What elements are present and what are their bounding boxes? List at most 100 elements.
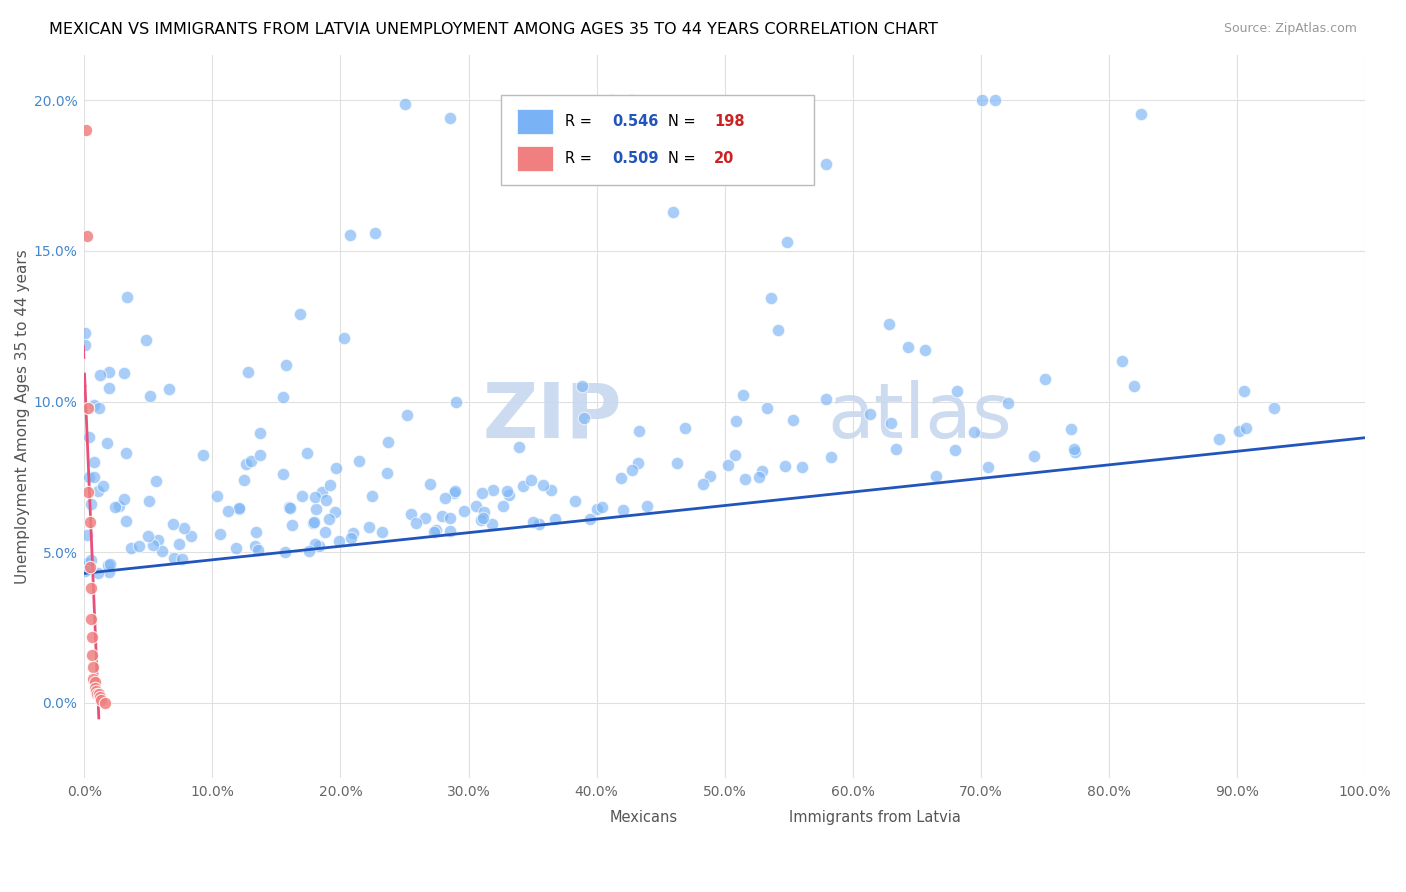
Point [98,365,121,379]
Point [945,384,967,398]
Point [914,343,936,358]
Point [87,483,110,498]
Point [357,519,380,533]
Point [83,674,105,689]
Point [339,227,361,242]
Point [83,681,105,695]
Point [172,552,194,566]
Point [776,235,799,249]
Point [305,501,328,516]
Text: R =: R = [565,151,596,166]
Point [80,497,103,511]
Point [734,472,756,486]
Point [112,366,135,380]
Point [419,477,441,491]
Point [492,499,515,513]
Point [423,524,446,539]
Point [481,517,503,532]
Point [984,93,1007,107]
Point [319,478,342,492]
Point [377,435,399,450]
Point [724,414,747,428]
Point [886,442,908,456]
Point [80,582,103,596]
Point [621,463,644,477]
Point [610,471,633,485]
Point [75,123,97,137]
Point [80,611,103,625]
Point [628,425,651,439]
Point [522,515,544,529]
Point [167,536,190,550]
Point [245,525,267,540]
Point [232,473,254,487]
Point [225,541,247,556]
Point [897,340,920,354]
Point [90,693,112,707]
Text: N =: N = [668,151,700,166]
Point [191,448,214,462]
Point [80,552,103,566]
Point [1227,425,1250,439]
Point [444,395,467,409]
Text: N =: N = [668,114,700,129]
Point [288,307,311,321]
Point [1234,421,1257,435]
Point [396,408,419,422]
Point [820,450,842,464]
Point [782,413,804,427]
Point [73,338,96,352]
Point [699,469,721,483]
Point [79,515,101,529]
Point [970,93,993,107]
Point [962,425,984,439]
Point [235,457,257,471]
Point [295,446,318,460]
Point [91,478,114,492]
Point [281,517,304,532]
Point [877,317,900,331]
Point [413,510,436,524]
Point [304,490,326,504]
Point [508,440,530,454]
Point [371,524,394,539]
Point [308,539,330,553]
Point [277,500,299,514]
Point [434,491,457,506]
Point [495,484,517,499]
Point [453,504,475,518]
Point [76,228,98,243]
Point [1233,384,1256,398]
Point [364,226,387,240]
Point [83,469,105,483]
Point [471,485,494,500]
Point [135,334,157,348]
Point [173,521,195,535]
Point [291,489,314,503]
Point [82,672,104,686]
Point [75,564,97,578]
Point [77,430,100,444]
Point [880,416,903,430]
Text: 0.546: 0.546 [612,114,658,129]
Point [599,93,621,107]
Point [394,97,416,112]
Point [205,489,228,503]
Point [323,506,346,520]
Point [692,476,714,491]
Point [246,543,269,558]
Point [529,516,551,531]
Point [86,687,108,701]
Point [150,543,173,558]
Point [97,558,120,573]
Point [162,517,184,532]
Point [142,538,165,552]
Text: MEXICAN VS IMMIGRANTS FROM LATVIA UNEMPLOYMENT AMONG AGES 35 TO 44 YEARS CORRELA: MEXICAN VS IMMIGRANTS FROM LATVIA UNEMPL… [49,22,938,37]
Point [240,454,263,468]
Point [77,469,100,483]
Point [673,421,696,435]
Point [482,483,505,497]
Point [98,565,121,579]
Point [89,690,111,704]
Point [748,469,770,483]
